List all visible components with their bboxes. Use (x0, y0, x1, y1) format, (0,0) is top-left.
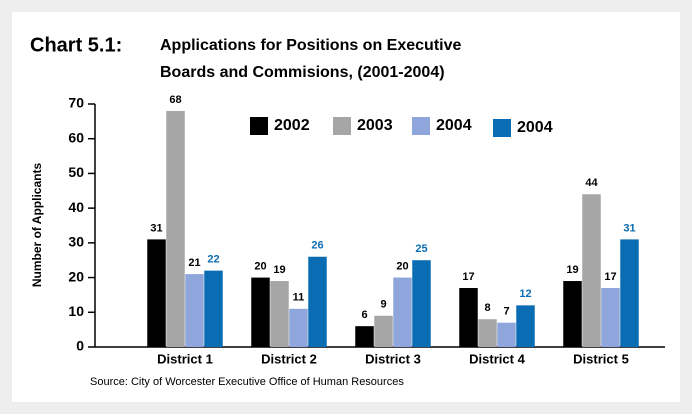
data-label: 21 (188, 257, 200, 269)
data-label: 8 (484, 302, 490, 314)
data-label: 9 (380, 299, 386, 311)
bar (478, 319, 497, 347)
y-tick-label: 0 (76, 338, 84, 354)
legend-swatch (412, 117, 430, 135)
bar (563, 281, 582, 347)
data-label: 17 (604, 271, 616, 283)
y-tick-label: 10 (68, 303, 84, 319)
data-label: 6 (361, 309, 367, 321)
y-tick-label: 20 (68, 268, 84, 284)
data-label: 20 (254, 260, 266, 272)
legend-label: 2002 (274, 117, 310, 134)
data-label: 44 (585, 177, 598, 189)
data-label: 25 (415, 243, 427, 255)
x-tick-label: District 4 (469, 351, 525, 366)
bar (497, 322, 516, 347)
chart-subtitle: Applications for Positions on Executive (160, 37, 461, 54)
x-tick-label: District 2 (261, 351, 317, 366)
chart-title: Chart 5.1: (30, 34, 122, 56)
data-label: 19 (273, 264, 285, 276)
y-tick-label: 60 (68, 129, 84, 145)
legend-label: 2003 (357, 117, 393, 134)
bar (374, 315, 393, 347)
legend-swatch (250, 117, 268, 135)
data-label: 31 (623, 222, 635, 234)
data-label: 20 (396, 260, 408, 272)
data-label: 11 (293, 292, 305, 304)
chart-subtitle: Boards and Commisions, (2001-2004) (160, 64, 445, 81)
source: Source: City of Worcester Executive Offi… (90, 376, 404, 388)
data-label: 19 (566, 264, 578, 276)
data-label: 68 (169, 94, 181, 106)
legend-label: 2004 (436, 117, 472, 134)
bar (147, 239, 166, 347)
bar (459, 287, 478, 347)
data-label: 7 (503, 306, 509, 318)
y-tick-label: 50 (68, 164, 84, 180)
bar (620, 239, 639, 347)
bar (393, 277, 412, 347)
y-tick-label: 70 (68, 95, 84, 111)
x-tick-label: District 1 (157, 351, 213, 366)
data-label: 17 (462, 271, 474, 283)
x-tick-label: District 5 (573, 351, 629, 366)
legend-label: 2004 (517, 119, 553, 136)
data-label: 12 (519, 288, 531, 300)
bar (204, 270, 223, 347)
x-tick-label: District 3 (365, 351, 421, 366)
bar (185, 274, 204, 347)
bar (289, 308, 308, 347)
bar (308, 256, 327, 347)
bar (251, 277, 270, 347)
y-tick-label: 40 (68, 199, 84, 215)
bar (601, 287, 620, 347)
data-label: 22 (207, 254, 219, 266)
y-axis-label: Number of Applicants (30, 163, 44, 288)
legend-swatch (333, 117, 351, 135)
bar (516, 305, 535, 347)
y-tick-label: 30 (68, 234, 84, 250)
bar (412, 260, 431, 347)
bar (166, 110, 185, 347)
bar (355, 326, 374, 347)
data-label: 26 (311, 240, 323, 252)
bar (582, 194, 601, 347)
data-label: 31 (150, 222, 162, 234)
legend-swatch (493, 119, 511, 137)
bar (270, 281, 289, 347)
